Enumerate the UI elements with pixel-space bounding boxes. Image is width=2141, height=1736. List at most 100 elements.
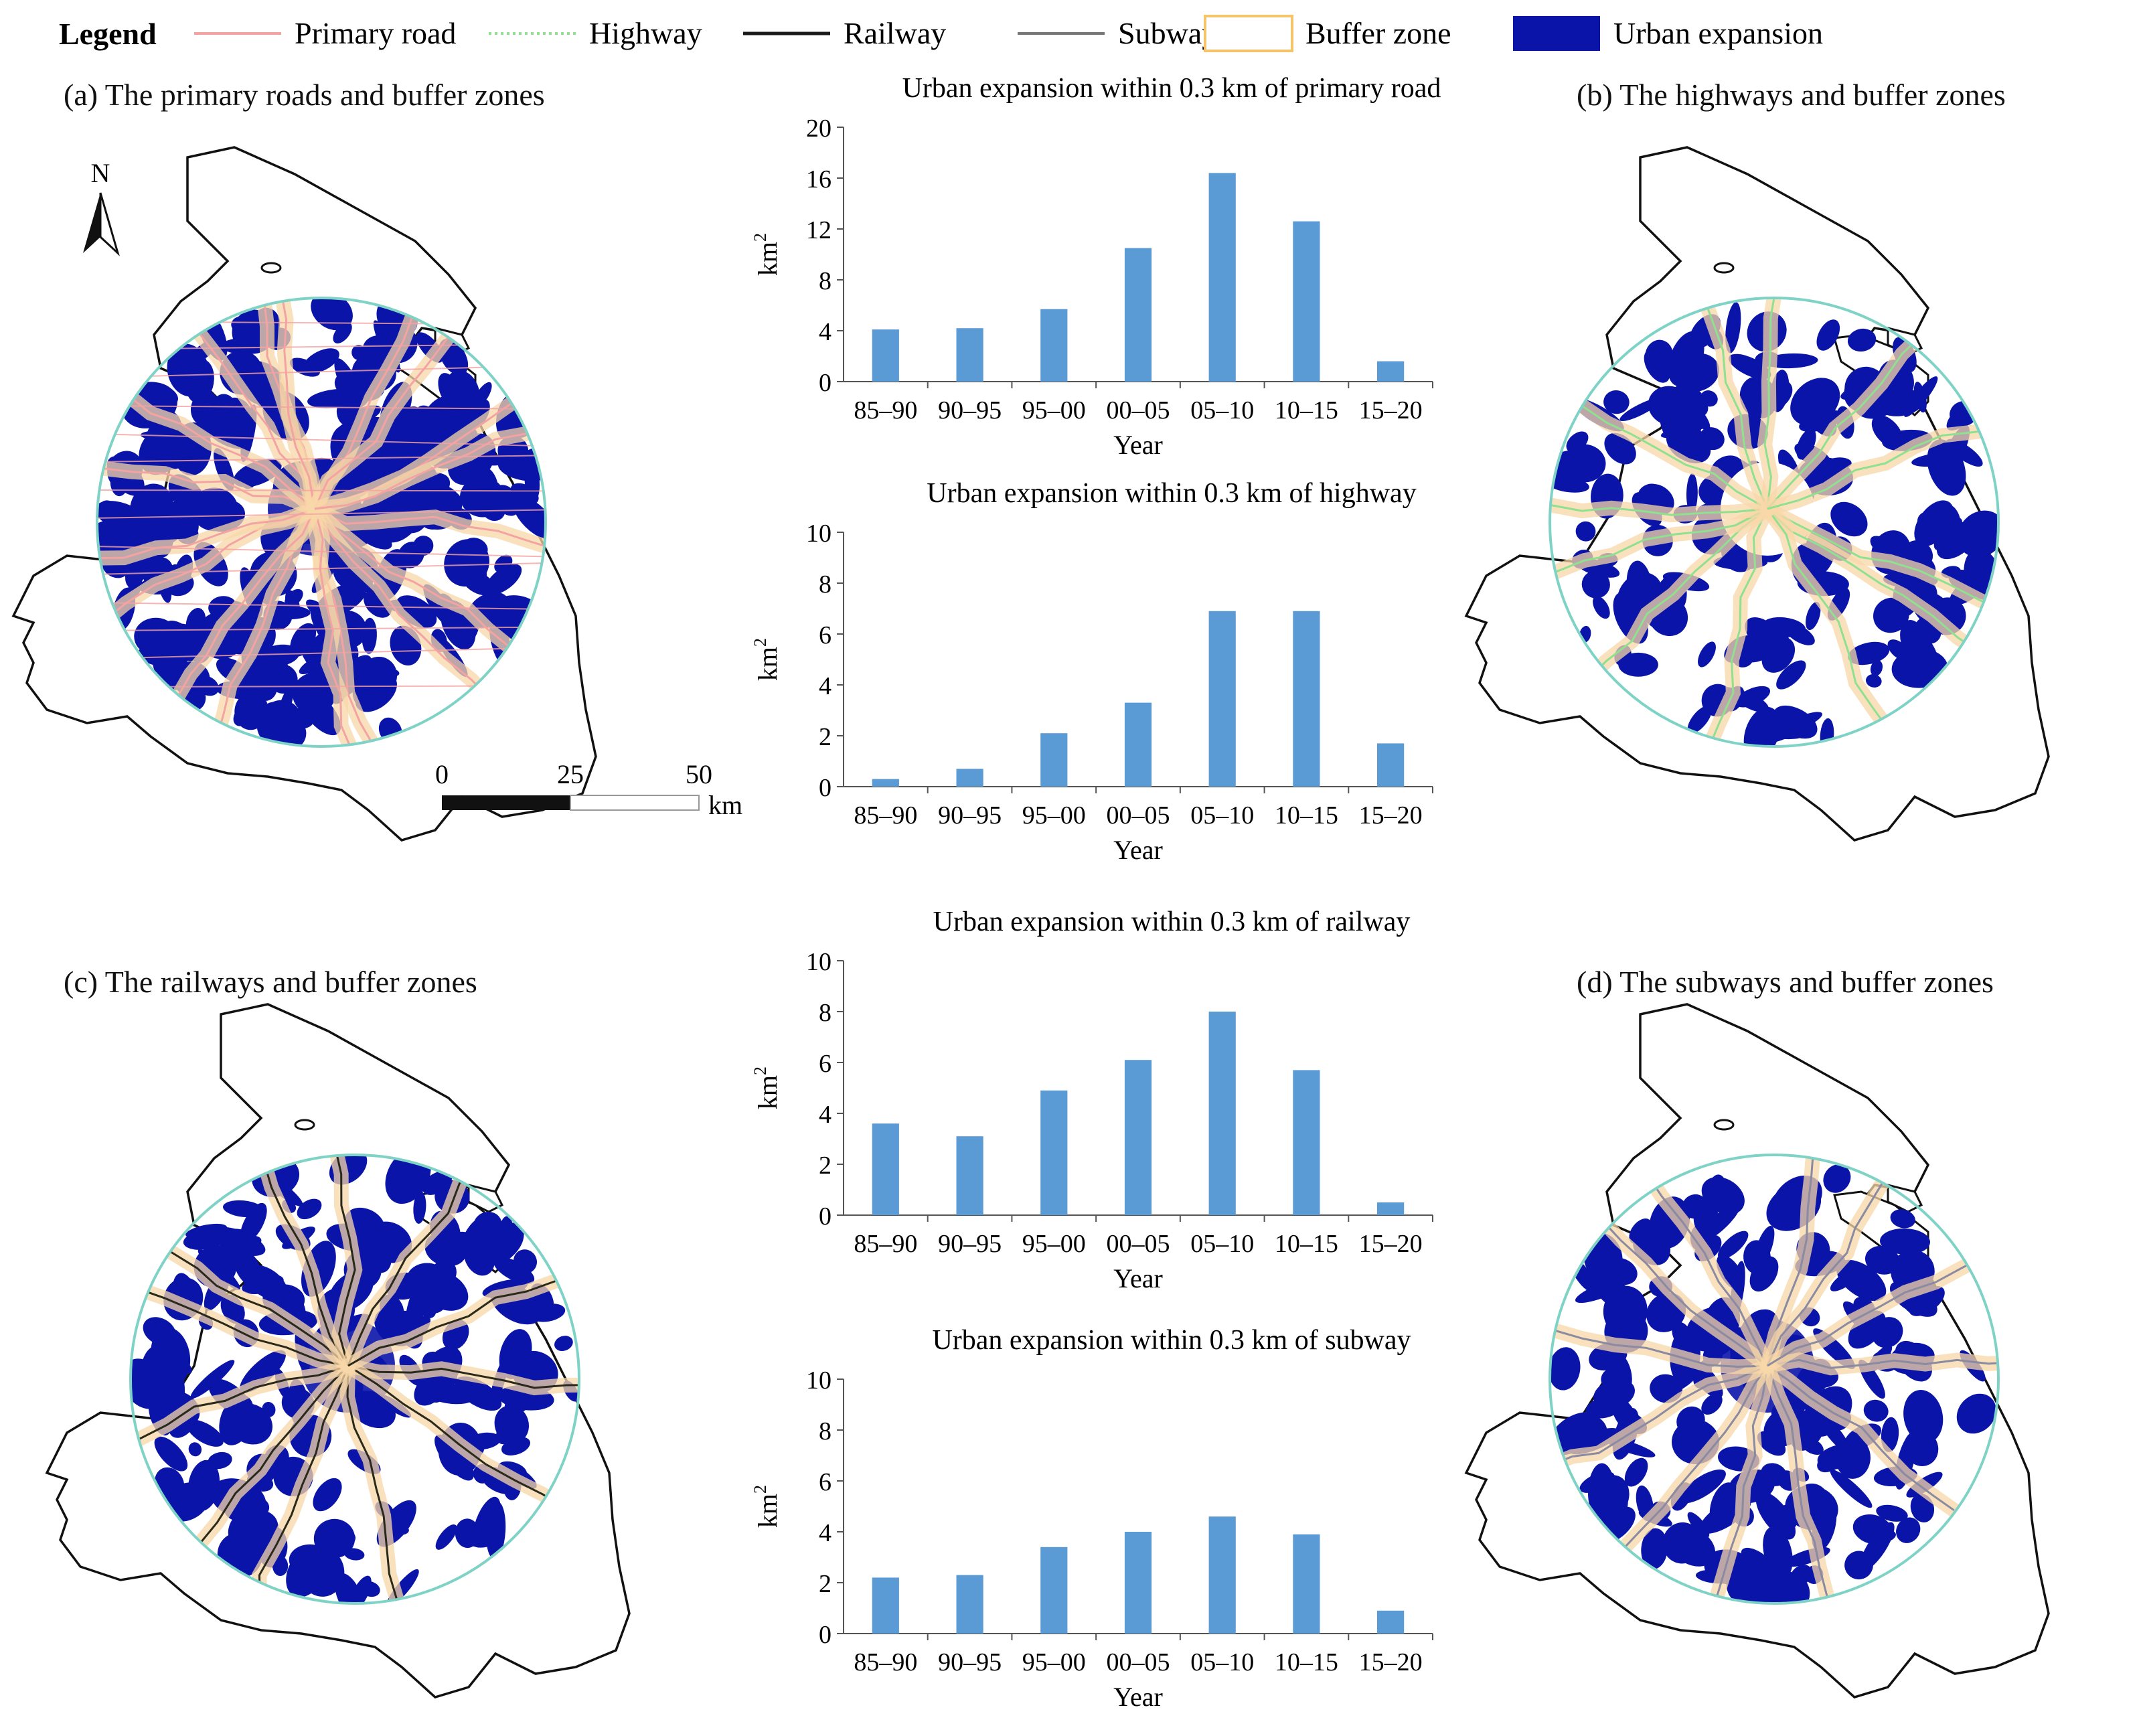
x-axis-label: Year bbox=[1113, 1263, 1163, 1293]
chart-title: Urban expansion within 0.3 km of primary… bbox=[902, 73, 1441, 104]
x-tick-label: 00–05 bbox=[1107, 801, 1170, 830]
bar-85–90 bbox=[872, 1123, 899, 1215]
x-tick-label: 05–10 bbox=[1190, 1230, 1254, 1258]
scale-unit: km bbox=[708, 790, 742, 820]
y-tick-label: 8 bbox=[819, 570, 831, 599]
x-tick-label: 90–95 bbox=[938, 396, 1002, 424]
legend-item-buffer-zone: Buffer zone bbox=[1204, 15, 1451, 52]
chart-title: Urban expansion within 0.3 km of highway bbox=[927, 478, 1416, 509]
legend-symbol bbox=[1513, 16, 1600, 51]
y-tick-label: 16 bbox=[806, 165, 831, 193]
y-tick-label: 0 bbox=[819, 1202, 831, 1231]
bar-95–00 bbox=[1040, 1547, 1068, 1634]
x-tick-label: 15–20 bbox=[1359, 1648, 1423, 1676]
study-circle bbox=[129, 1154, 580, 1605]
urban-expansion-layer bbox=[131, 1155, 579, 1603]
map-primary-roads bbox=[11, 146, 597, 842]
legend-label: Railway bbox=[844, 16, 946, 50]
y-axis-label: km2 bbox=[750, 1067, 783, 1109]
x-tick-label: 90–95 bbox=[938, 801, 1002, 830]
y-tick-label: 2 bbox=[819, 723, 831, 751]
network-lines bbox=[97, 298, 546, 746]
y-tick-label: 6 bbox=[819, 621, 831, 649]
x-tick-label: 90–95 bbox=[938, 1648, 1002, 1676]
chart-railway: Urban expansion within 0.3 km of railway… bbox=[750, 906, 1433, 1293]
y-tick-label: 8 bbox=[819, 999, 831, 1027]
y-tick-label: 4 bbox=[819, 1519, 831, 1547]
chart-subway: Urban expansion within 0.3 km of subway 0… bbox=[750, 1325, 1433, 1712]
urban-expansion-layer bbox=[97, 298, 546, 746]
y-tick-label: 4 bbox=[819, 318, 831, 346]
legend-item-subway: Subway bbox=[1018, 16, 1217, 50]
bar-05–10 bbox=[1208, 1012, 1236, 1215]
x-tick-label: 00–05 bbox=[1107, 1230, 1170, 1258]
bar-05–10 bbox=[1208, 611, 1236, 787]
study-circle bbox=[1549, 1154, 2000, 1605]
y-tick-label: 10 bbox=[806, 520, 831, 548]
map-highways bbox=[1464, 146, 2050, 842]
bar-90–95 bbox=[956, 1575, 983, 1634]
bar-15–20 bbox=[1377, 361, 1405, 382]
legend: Legend Primary road Highway Railway Subway B… bbox=[59, 15, 1823, 52]
bar-95–00 bbox=[1040, 309, 1068, 382]
legend-item-railway: Railway bbox=[743, 16, 946, 50]
y-tick-label: 8 bbox=[819, 267, 831, 295]
bar-85–90 bbox=[872, 329, 899, 382]
legend-item-urban-expansion: Urban expansion bbox=[1513, 16, 1823, 51]
network-lines bbox=[1550, 298, 1998, 746]
bar-10–15 bbox=[1293, 221, 1320, 382]
y-tick-label: 10 bbox=[806, 1366, 831, 1395]
x-tick-label: 15–20 bbox=[1359, 396, 1423, 424]
x-tick-label: 90–95 bbox=[938, 1230, 1002, 1258]
x-axis-label: Year bbox=[1113, 835, 1163, 865]
y-tick-label: 10 bbox=[806, 948, 831, 976]
x-tick-label: 85–90 bbox=[854, 801, 917, 830]
y-axis-label: km2 bbox=[750, 638, 783, 681]
y-tick-label: 6 bbox=[819, 1050, 831, 1078]
y-tick-label: 4 bbox=[819, 672, 831, 700]
x-tick-label: 85–90 bbox=[854, 396, 917, 424]
bar-85–90 bbox=[872, 779, 899, 787]
x-tick-label: 15–20 bbox=[1359, 1230, 1423, 1258]
map-a-title: (a) The primary roads and buffer zones bbox=[64, 78, 545, 112]
x-tick-label: 95–00 bbox=[1022, 1648, 1086, 1676]
y-tick-label: 0 bbox=[819, 774, 831, 802]
chart-title: Urban expansion within 0.3 km of railway bbox=[933, 906, 1411, 937]
y-tick-label: 4 bbox=[819, 1101, 831, 1129]
legend-label: Highway bbox=[589, 16, 702, 50]
x-axis-label: Year bbox=[1113, 1682, 1163, 1712]
map-b-title: (b) The highways and buffer zones bbox=[1577, 78, 2006, 112]
x-tick-label: 00–05 bbox=[1107, 396, 1170, 424]
y-axis-label: km2 bbox=[750, 1485, 783, 1528]
y-tick-label: 8 bbox=[819, 1417, 831, 1445]
legend-title: Legend bbox=[59, 17, 157, 51]
x-tick-label: 05–10 bbox=[1190, 1648, 1254, 1676]
scale-bar: 0 25 50 km bbox=[435, 759, 742, 820]
bar-90–95 bbox=[956, 769, 983, 787]
x-tick-label: 85–90 bbox=[854, 1230, 917, 1258]
x-tick-label: 95–00 bbox=[1022, 396, 1086, 424]
y-tick-label: 2 bbox=[819, 1152, 831, 1180]
legend-item-highway: Highway bbox=[489, 16, 702, 50]
x-tick-label: 95–00 bbox=[1022, 1230, 1086, 1258]
x-tick-label: 85–90 bbox=[854, 1648, 917, 1676]
bar-95–00 bbox=[1040, 733, 1068, 787]
y-axis-label: km2 bbox=[750, 233, 783, 276]
y-tick-label: 12 bbox=[806, 216, 831, 244]
y-tick-label: 20 bbox=[806, 114, 831, 143]
x-tick-label: 05–10 bbox=[1190, 801, 1254, 830]
map-d-title: (d) The subways and buffer zones bbox=[1577, 965, 1994, 999]
chart-highway: Urban expansion within 0.3 km of highway… bbox=[750, 478, 1433, 865]
scale-tick-0: 0 bbox=[435, 759, 449, 789]
bar-85–90 bbox=[872, 1577, 899, 1634]
legend-label: Primary road bbox=[295, 16, 456, 50]
bar-00–05 bbox=[1124, 702, 1152, 787]
y-tick-label: 2 bbox=[819, 1570, 831, 1598]
bar-00–05 bbox=[1124, 248, 1152, 382]
legend-symbol bbox=[1204, 15, 1293, 52]
x-tick-label: 10–15 bbox=[1275, 396, 1338, 424]
bar-00–05 bbox=[1124, 1060, 1152, 1215]
chart-primary-road: Urban expansion within 0.3 km of primary… bbox=[750, 73, 1441, 460]
bar-95–00 bbox=[1040, 1090, 1068, 1215]
bar-05–10 bbox=[1208, 173, 1236, 382]
